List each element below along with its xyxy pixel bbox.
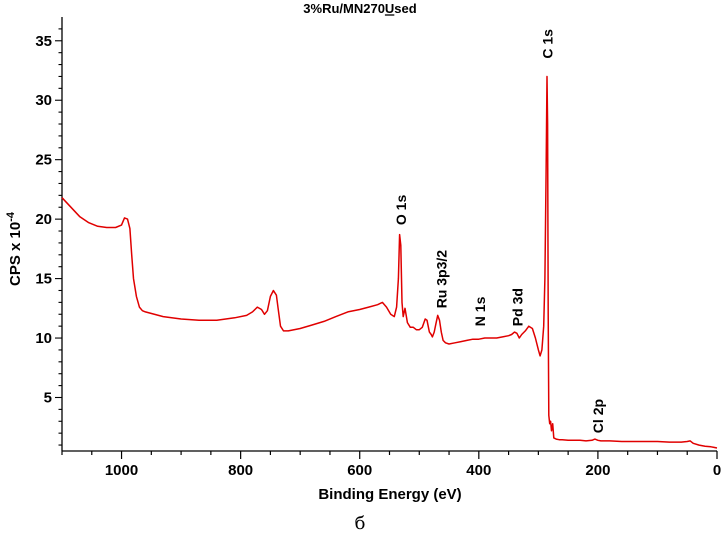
x-tick-label: 0 (713, 462, 721, 479)
series-group (61, 75, 718, 449)
y-axis-label: CPS x 10-4 (5, 211, 24, 286)
y-tick-label: 10 (35, 330, 52, 347)
y-tick-label: 5 (44, 389, 52, 406)
x-tick-label: 200 (585, 462, 610, 479)
x-tick-label: 600 (347, 462, 372, 479)
y-tick-label: 15 (35, 271, 52, 288)
x-tick-label: 800 (228, 462, 253, 479)
axes (61, 17, 717, 452)
y-tick-label: 35 (35, 33, 52, 50)
y-axis-label-exponent: -4 (5, 211, 17, 222)
y-axis-label-main: CPS x 10 (7, 222, 24, 286)
y-tick-label: 20 (35, 211, 52, 228)
chart-title: 3%Ru/MN270Used (303, 1, 416, 16)
peak-annotations: C 1s O 1s Ru 3p3/2 N 1s Pd 3d Cl 2p (393, 29, 606, 433)
peak-label: O 1s (393, 195, 409, 226)
peak-label: Pd 3d (510, 288, 526, 326)
peak-label: Cl 2p (590, 399, 606, 433)
x-tick-label: 1000 (105, 462, 138, 479)
y-tick-label: 25 (35, 152, 52, 169)
y-ticks: 5 10 15 20 25 30 35 (35, 28, 62, 446)
peak-label: C 1s (539, 29, 555, 59)
figure-caption: б (355, 513, 366, 534)
peak-label: Ru 3p3/2 (433, 250, 449, 309)
x-ticks: 1000 800 600 400 200 0 (61, 451, 721, 479)
y-tick-label: 30 (35, 92, 52, 109)
spectrum-line (61, 75, 718, 449)
x-axis-label: Binding Energy (eV) (318, 486, 461, 503)
peak-label: N 1s (472, 296, 488, 326)
x-tick-label: 400 (466, 462, 491, 479)
